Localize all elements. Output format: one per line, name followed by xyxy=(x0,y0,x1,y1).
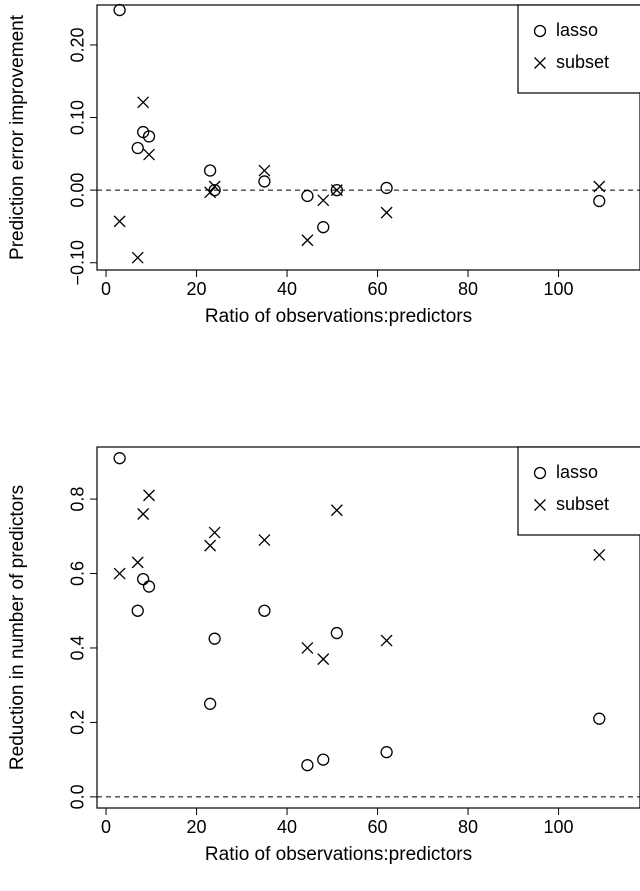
data-point xyxy=(208,632,221,645)
data-point xyxy=(131,556,144,569)
data-point xyxy=(593,712,606,725)
data-point xyxy=(593,180,606,193)
data-point xyxy=(317,753,330,766)
data-point xyxy=(258,164,271,177)
data-point xyxy=(208,180,221,193)
y-axis-label: Prediction error improvement xyxy=(7,14,28,260)
data-point xyxy=(131,141,144,155)
data-point xyxy=(301,189,314,203)
data-point xyxy=(113,215,126,228)
data-point xyxy=(142,130,156,143)
legend-marker xyxy=(533,466,547,480)
y-tick-label: 0.10 xyxy=(68,100,88,135)
data-point xyxy=(208,526,221,539)
x-tick-label: 0 xyxy=(101,817,111,837)
data-point xyxy=(204,186,217,199)
x-axis-label: Ratio of observations:predictors xyxy=(205,844,472,865)
legend-box xyxy=(517,4,640,94)
data-point xyxy=(204,539,217,552)
x-tick-label: 60 xyxy=(368,279,388,299)
x-tick-label: 100 xyxy=(544,817,574,837)
y-tick-label: 0.0 xyxy=(68,784,88,809)
plot-frame xyxy=(96,446,640,809)
y-tick-label: 0.20 xyxy=(68,27,88,62)
legend-label: lasso xyxy=(556,20,598,40)
data-point xyxy=(330,626,343,640)
y-tick-label: −0.10 xyxy=(68,240,88,286)
y-axis-label: Reduction in number of predictors xyxy=(7,485,28,770)
x-tick-label: 80 xyxy=(458,279,478,299)
legend-label: lasso xyxy=(556,462,598,482)
data-point xyxy=(330,504,343,517)
data-point xyxy=(143,148,155,161)
data-point xyxy=(380,181,393,195)
data-point xyxy=(142,580,156,593)
y-tick-label: 0.6 xyxy=(68,561,88,586)
data-point xyxy=(143,489,155,502)
data-point xyxy=(317,221,330,234)
x-tick-label: 20 xyxy=(187,279,207,299)
data-point xyxy=(131,604,144,617)
x-tick-label: 100 xyxy=(544,279,574,299)
y-tick-label: 0.8 xyxy=(68,487,88,512)
x-tick-label: 40 xyxy=(277,279,297,299)
data-point xyxy=(113,567,126,580)
y-tick-label: 0.00 xyxy=(68,173,88,208)
y-tick-label: 0.2 xyxy=(68,710,88,735)
legend-label: subset xyxy=(556,494,609,514)
data-point xyxy=(301,234,314,247)
data-point xyxy=(208,183,221,197)
legend-marker xyxy=(534,57,546,69)
data-point xyxy=(113,3,126,17)
data-point xyxy=(137,508,150,520)
y-tick-label: 0.4 xyxy=(68,635,88,660)
data-point xyxy=(301,759,314,772)
x-tick-label: 0 xyxy=(101,279,111,299)
plot-frame xyxy=(96,4,640,271)
x-tick-label: 20 xyxy=(187,817,207,837)
legend-label: subset xyxy=(556,52,609,72)
x-axis-label: Ratio of observations:predictors xyxy=(205,306,472,327)
data-point xyxy=(203,164,217,177)
legend-marker xyxy=(533,24,547,38)
legend-box xyxy=(517,446,640,536)
x-tick-label: 80 xyxy=(458,817,478,837)
data-point xyxy=(380,206,393,219)
x-tick-label: 60 xyxy=(368,817,388,837)
data-point xyxy=(137,572,150,586)
data-point xyxy=(330,184,343,197)
data-point xyxy=(203,697,217,710)
data-point xyxy=(258,534,271,547)
data-point xyxy=(593,548,606,561)
data-point xyxy=(258,175,271,188)
data-point xyxy=(137,96,150,109)
data-point xyxy=(380,746,393,759)
data-point xyxy=(330,183,343,197)
data-point xyxy=(317,653,330,666)
data-point xyxy=(113,452,126,465)
x-tick-label: 40 xyxy=(277,817,297,837)
data-point xyxy=(301,642,314,654)
data-point xyxy=(317,194,330,207)
data-point xyxy=(258,604,271,617)
legend-marker xyxy=(534,499,546,511)
data-point xyxy=(380,634,393,647)
data-point xyxy=(593,194,606,208)
data-point xyxy=(131,251,144,264)
